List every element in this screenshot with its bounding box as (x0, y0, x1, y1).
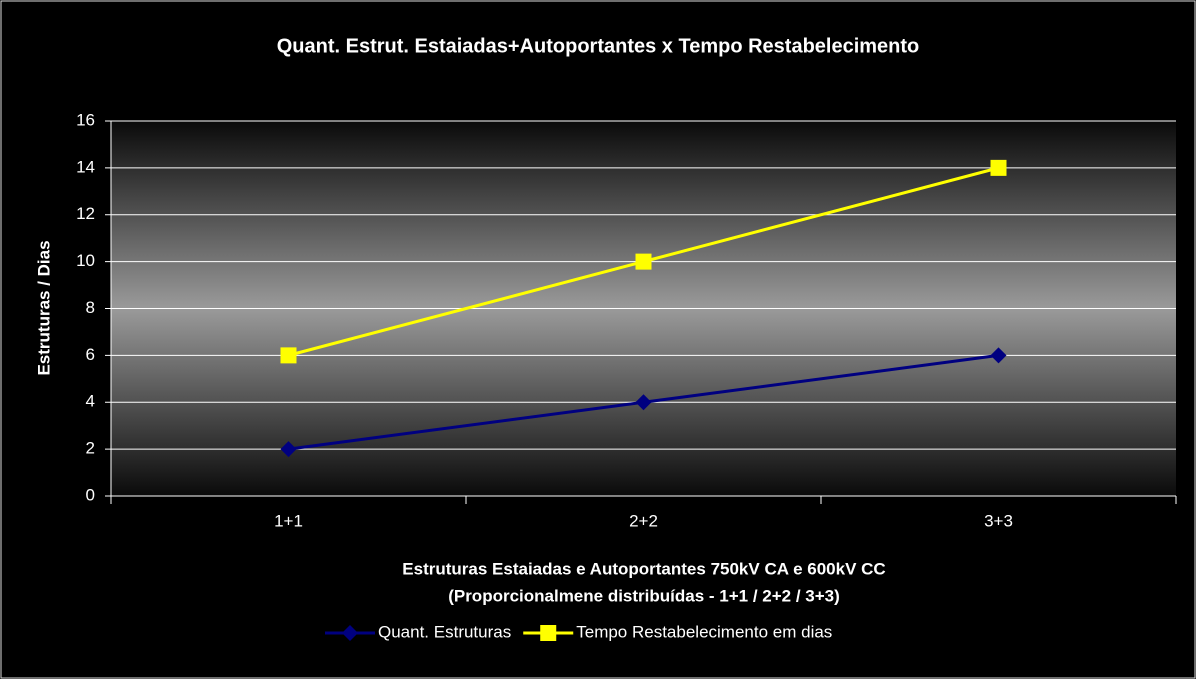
data-point (990, 347, 1007, 364)
data-point (280, 441, 297, 458)
data-point (635, 394, 652, 411)
y-axis-label: Estruturas / Dias (34, 240, 53, 375)
y-tick-label: 4 (86, 392, 95, 411)
data-point (280, 347, 297, 364)
y-tick-label: 0 (86, 485, 95, 504)
x-axis-label: Estruturas Estaiadas e Autoportantes 750… (402, 559, 885, 578)
data-point (635, 253, 652, 270)
y-tick-label: 14 (76, 157, 95, 176)
chart-title: Quant. Estrut. Estaiadas+Autoportantes x… (277, 35, 920, 57)
data-point (990, 159, 1007, 176)
x-tick-label: 1+1 (274, 511, 303, 530)
y-tick-label: 10 (76, 251, 95, 270)
legend-marker (540, 625, 557, 641)
legend-marker (342, 625, 358, 641)
y-tick-label: 2 (86, 439, 95, 458)
legend-label: Quant. Estruturas (378, 622, 511, 641)
legend-label: Tempo Restabelecimento em dias (576, 622, 832, 641)
y-tick-label: 12 (76, 204, 95, 223)
y-tick-label: 6 (86, 345, 95, 364)
x-axis-label: (Proporcionalmene distribuídas - 1+1 / 2… (448, 586, 840, 605)
x-tick-label: 2+2 (629, 511, 658, 530)
y-tick-label: 8 (86, 298, 95, 317)
y-tick-label: 16 (76, 110, 95, 129)
x-tick-label: 3+3 (984, 511, 1013, 530)
